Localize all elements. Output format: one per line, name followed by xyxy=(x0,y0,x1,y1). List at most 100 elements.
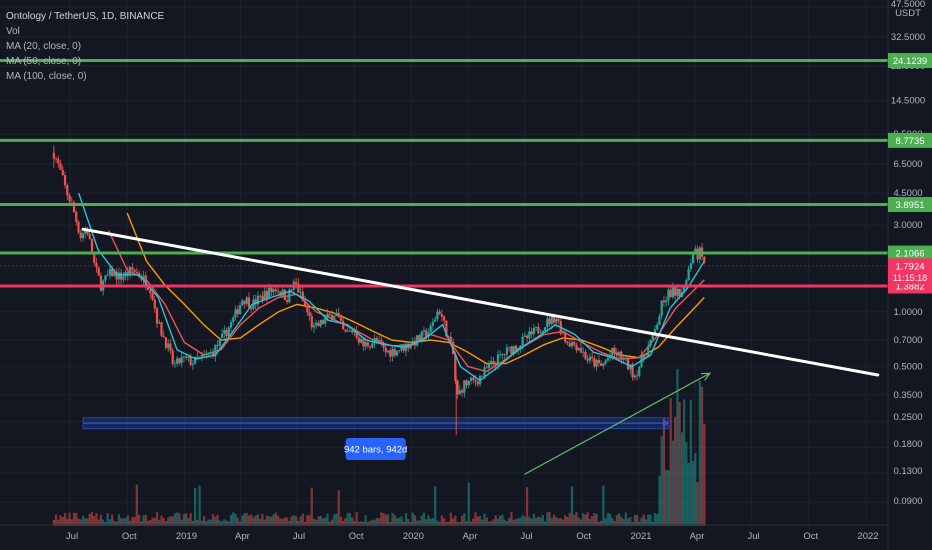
candle-body xyxy=(299,291,302,293)
candle-body xyxy=(133,269,136,272)
candle-body xyxy=(135,271,138,274)
volume-bar xyxy=(321,518,325,526)
legend-ma50[interactable]: MA (50, close, 0) xyxy=(6,56,82,67)
trendline xyxy=(81,227,880,377)
volume-bar xyxy=(281,518,284,526)
candle-body xyxy=(108,268,112,276)
candle-body xyxy=(613,347,616,353)
volume-bar xyxy=(467,482,470,526)
candle-body xyxy=(626,357,630,370)
candle-body xyxy=(126,271,129,276)
y-tick-label: 32.5000 xyxy=(891,32,925,43)
candle-body xyxy=(303,300,307,306)
candle-body xyxy=(526,335,529,339)
volume-bar xyxy=(326,513,329,526)
volume-bar xyxy=(631,521,634,526)
candle-body xyxy=(333,316,336,321)
candle-body xyxy=(622,357,625,360)
volume-bar xyxy=(84,518,87,526)
volume-bar xyxy=(541,515,544,526)
volume-bar xyxy=(200,520,203,526)
volume-bar xyxy=(530,518,533,526)
volume-bar xyxy=(137,514,141,526)
volume-bar xyxy=(362,521,365,526)
volume-bar xyxy=(683,399,686,526)
volume-bar xyxy=(68,512,71,526)
volume-bar xyxy=(259,518,262,526)
candle-body xyxy=(209,351,212,354)
volume-bar xyxy=(550,517,553,526)
volume-bar xyxy=(606,512,609,526)
volume-bar xyxy=(205,520,208,526)
candle-body xyxy=(476,381,479,385)
volume-bar xyxy=(342,520,345,526)
volume-bar xyxy=(602,485,605,526)
volume-bar xyxy=(431,517,435,526)
volume-bar xyxy=(95,513,98,526)
candle-body xyxy=(431,321,435,326)
candle-body xyxy=(191,363,194,365)
candle-body xyxy=(158,322,161,324)
candle-body xyxy=(360,339,363,343)
candle-body xyxy=(422,330,426,332)
candle-body xyxy=(557,318,560,322)
candle-body xyxy=(456,380,459,395)
volume-bar xyxy=(629,517,632,526)
candle-body xyxy=(438,311,441,315)
volume-bar xyxy=(447,521,450,526)
volume-bar xyxy=(400,516,403,526)
candle-body xyxy=(351,330,354,333)
legend-ma100[interactable]: MA (100, close, 0) xyxy=(6,71,87,82)
volume-bar xyxy=(633,514,636,526)
volume-bar xyxy=(537,516,540,526)
candle-body xyxy=(474,380,477,382)
volume-bar xyxy=(398,517,401,526)
candle-body xyxy=(624,357,627,359)
volume-bar xyxy=(66,518,69,526)
volume-bar xyxy=(187,517,190,526)
candle-body xyxy=(597,359,600,364)
volume-bar xyxy=(382,513,385,526)
x-tick-label: Oct xyxy=(122,531,137,542)
volume-bar xyxy=(438,521,441,526)
volume-bar xyxy=(465,521,468,526)
x-tick-label: 2022 xyxy=(857,531,878,542)
candle-body xyxy=(620,351,623,360)
volume-bar xyxy=(481,519,484,526)
candle-body xyxy=(344,329,347,332)
volume-bar xyxy=(113,520,116,526)
candle-body xyxy=(169,343,172,351)
candle-body xyxy=(57,158,60,164)
candle-body xyxy=(115,271,118,280)
candle-body xyxy=(54,158,58,160)
x-tick-label: Jul xyxy=(747,531,759,542)
volume-bar xyxy=(557,518,560,526)
candle-body xyxy=(277,291,280,293)
candle-body xyxy=(328,313,331,315)
volume-bar xyxy=(122,518,125,526)
legend-vol[interactable]: Vol xyxy=(6,26,20,37)
candle-body xyxy=(483,367,486,376)
volume-bar xyxy=(573,514,576,526)
volume-bar xyxy=(676,368,679,526)
candle-body xyxy=(63,175,67,186)
volume-bar xyxy=(409,521,412,526)
volume-bar xyxy=(256,514,260,526)
price-layer xyxy=(52,145,706,436)
volume-bar xyxy=(232,512,235,526)
volume-bar xyxy=(389,521,392,526)
candle-body xyxy=(409,345,412,349)
volume-bar xyxy=(70,519,73,526)
candle-body xyxy=(472,377,475,381)
legend-title[interactable]: Ontology / TetherUS, 1D, BINANCE xyxy=(6,11,165,22)
legend-ma20[interactable]: MA (20, close, 0) xyxy=(6,41,82,52)
level-price-tag xyxy=(888,132,932,148)
candle-body xyxy=(263,291,266,300)
candle-body xyxy=(519,345,522,349)
candle-body xyxy=(382,344,385,348)
candle-body xyxy=(117,272,120,280)
volume-bar xyxy=(243,513,246,526)
candle-body xyxy=(449,336,452,342)
volume-bar xyxy=(568,512,571,526)
